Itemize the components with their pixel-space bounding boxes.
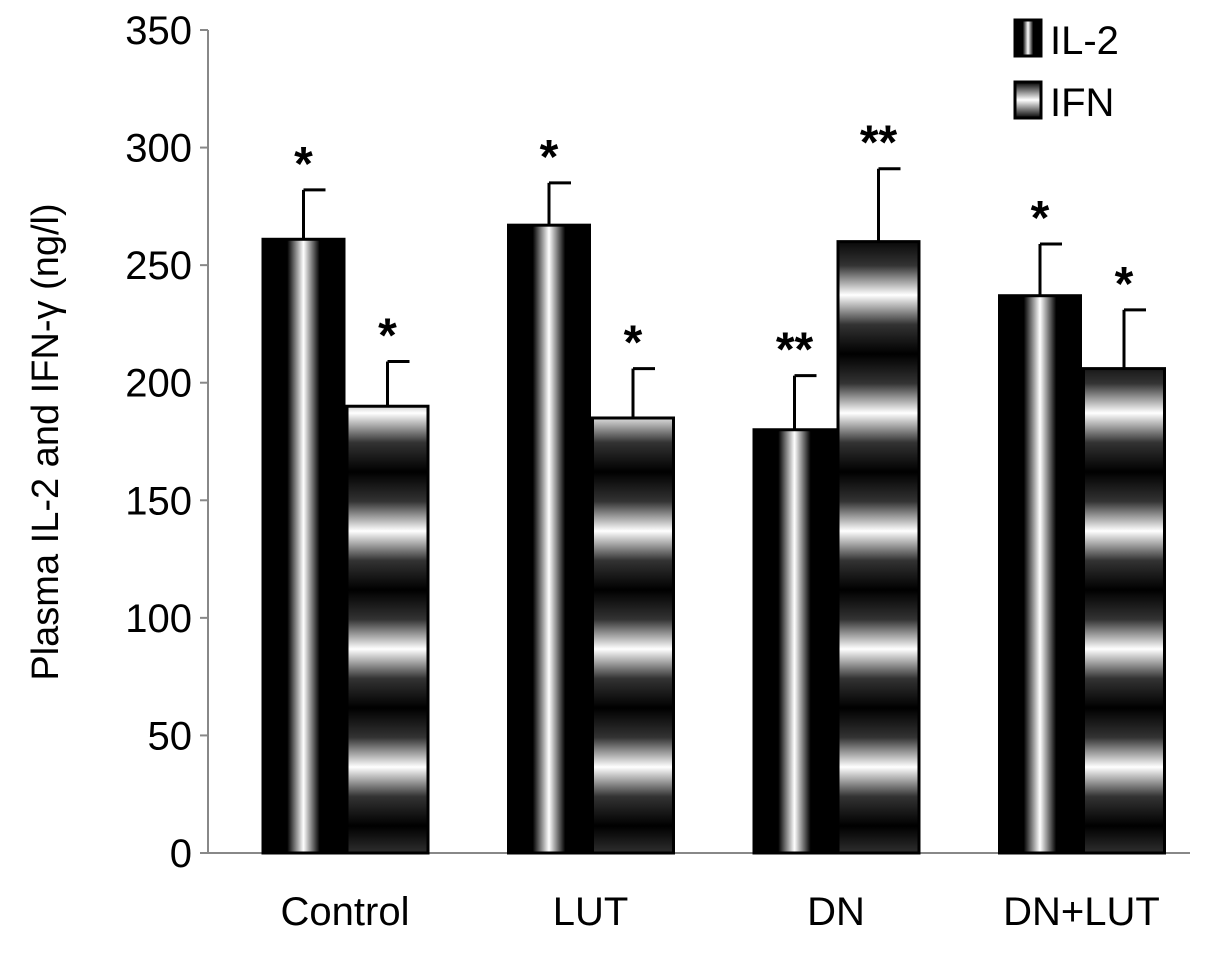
bar-ifn — [345, 404, 430, 855]
bar-il-2 — [507, 223, 591, 855]
y-tick-label: 50 — [148, 714, 193, 758]
significance-label: * — [624, 317, 643, 370]
significance-label: ** — [860, 117, 898, 170]
y-tick-label: 200 — [125, 362, 192, 406]
y-tick-label: 100 — [125, 597, 192, 641]
legend-swatch — [1013, 80, 1043, 120]
bar-ifn — [1082, 367, 1166, 855]
x-tick-label: Control — [281, 890, 410, 934]
legend-label: IFN — [1050, 81, 1114, 125]
legend-swatch — [1013, 18, 1043, 58]
legend-label: IL-2 — [1050, 19, 1119, 63]
y-tick-label: 150 — [125, 479, 192, 523]
significance-label: * — [1115, 258, 1134, 311]
significance-label: * — [378, 310, 397, 363]
bar-il-2 — [261, 237, 346, 855]
significance-label: * — [540, 131, 559, 184]
bar-il-2 — [752, 428, 837, 855]
y-tick-label: 250 — [125, 244, 192, 288]
significance-label: ** — [776, 324, 814, 377]
bar-ifn — [836, 240, 921, 855]
bar-il-2 — [998, 294, 1082, 855]
y-tick-label: 350 — [125, 9, 192, 53]
significance-label: * — [1031, 192, 1050, 245]
y-tick-label: 0 — [170, 832, 192, 876]
significance-label: * — [294, 138, 313, 191]
y-tick-label: 300 — [125, 127, 192, 171]
x-tick-label: DN+LUT — [1003, 890, 1160, 934]
x-tick-label: DN — [807, 890, 865, 934]
y-axis-label: Plasma IL-2 and IFN-γ (ng/l) — [25, 203, 67, 680]
x-tick-label: LUT — [553, 890, 629, 934]
bar-ifn — [591, 416, 675, 855]
